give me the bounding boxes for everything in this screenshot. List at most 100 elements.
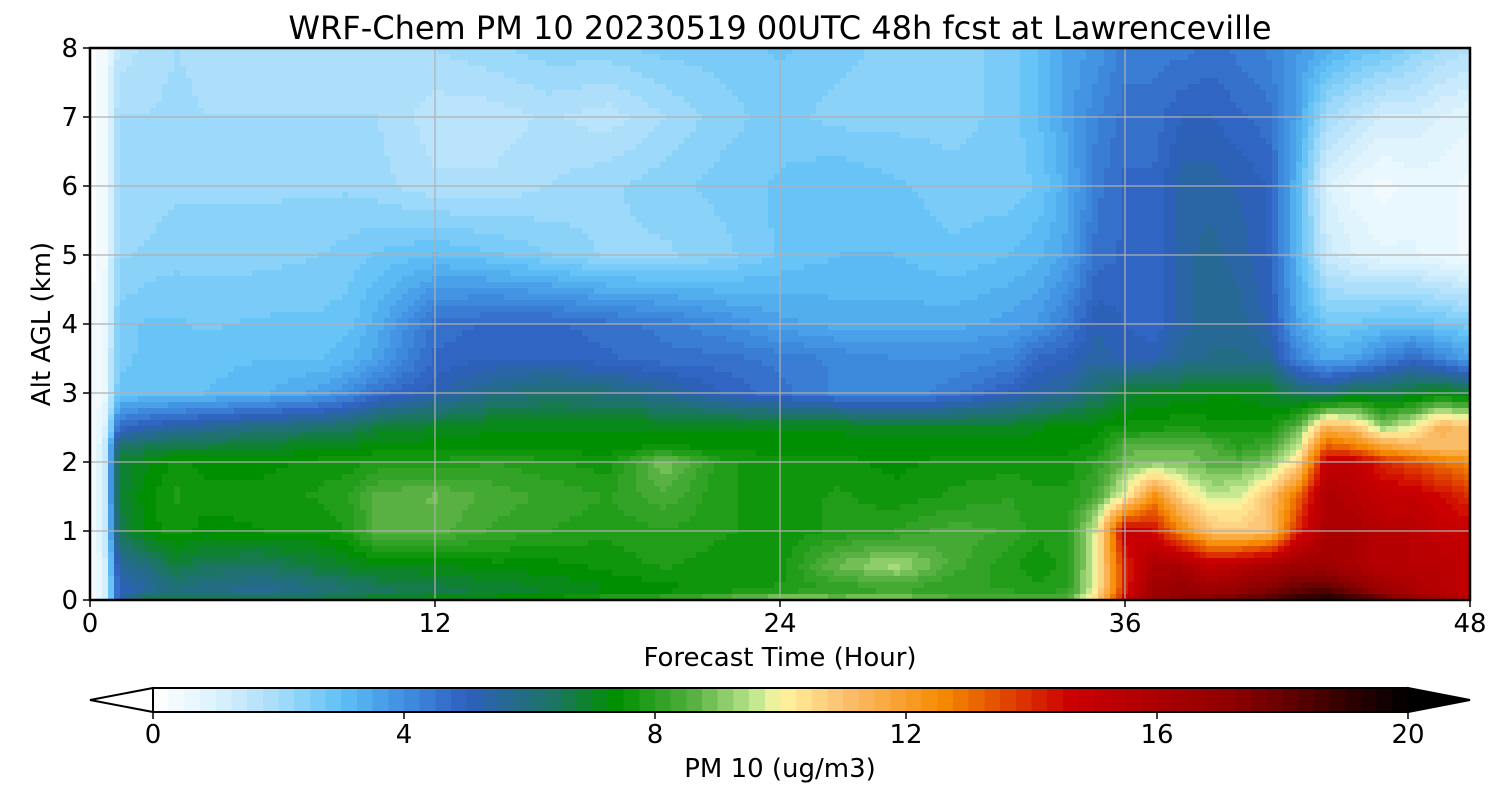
- heat-cell: [990, 96, 997, 103]
- heat-cell: [390, 66, 397, 73]
- heat-cell: [1008, 54, 1015, 61]
- heat-cell: [342, 96, 349, 103]
- heat-cell: [930, 60, 937, 67]
- heat-cell: [246, 54, 253, 61]
- heat-cell: [804, 90, 811, 97]
- heat-cell: [402, 72, 409, 79]
- heat-cell: [1032, 60, 1039, 67]
- heat-cell: [1368, 60, 1375, 67]
- heat-cell: [666, 54, 673, 61]
- heat-cell: [132, 96, 139, 103]
- heat-cell: [426, 66, 433, 73]
- heat-cell: [702, 54, 709, 61]
- heat-cell: [1386, 96, 1393, 103]
- heat-cell: [924, 72, 931, 79]
- heat-cell: [702, 78, 709, 85]
- heat-cell: [810, 84, 817, 91]
- heat-cell: [234, 66, 241, 73]
- heat-cell: [756, 84, 763, 91]
- heat-cell: [1398, 72, 1405, 79]
- heat-cell: [534, 78, 541, 85]
- heat-cell: [882, 90, 889, 97]
- heat-cell: [144, 90, 151, 97]
- heat-cell: [378, 90, 385, 97]
- heat-cell: [1242, 54, 1249, 61]
- heat-cell: [378, 54, 385, 61]
- heat-cell: [1416, 96, 1423, 103]
- heat-cell: [444, 60, 451, 67]
- heat-cell: [216, 96, 223, 103]
- heat-cell: [876, 78, 883, 85]
- heat-cell: [714, 66, 721, 73]
- heat-cell: [1284, 96, 1291, 103]
- heat-cell: [786, 90, 793, 97]
- heat-cell: [726, 78, 733, 85]
- heat-cell: [936, 78, 943, 85]
- heat-cell: [882, 78, 889, 85]
- heat-cell: [678, 60, 685, 67]
- heat-cell: [1428, 66, 1435, 73]
- heat-cell: [300, 90, 307, 97]
- heat-cell: [1254, 60, 1261, 67]
- heat-cell: [996, 66, 1003, 73]
- heat-cell: [942, 78, 949, 85]
- heat-cell: [510, 72, 517, 79]
- heat-cell: [396, 78, 403, 85]
- heat-cell: [1446, 84, 1453, 91]
- heat-cell: [996, 60, 1003, 67]
- heat-cell: [714, 78, 721, 85]
- heat-cell: [474, 72, 481, 79]
- heat-cell: [642, 78, 649, 85]
- heat-cell: [768, 78, 775, 85]
- heat-cell: [612, 78, 619, 85]
- heat-cell: [954, 72, 961, 79]
- heat-cell: [1026, 72, 1033, 79]
- heat-cell: [102, 102, 109, 109]
- heat-cell: [726, 84, 733, 91]
- heat-cell: [354, 96, 361, 103]
- heat-cell: [114, 78, 121, 85]
- heat-cell: [1302, 54, 1309, 61]
- heat-cell: [246, 102, 253, 109]
- heat-cell: [282, 60, 289, 67]
- heat-cell: [192, 90, 199, 97]
- heat-cell: [1350, 72, 1357, 79]
- heat-cell: [318, 96, 325, 103]
- heat-cell: [480, 54, 487, 61]
- heat-cell: [1248, 72, 1255, 79]
- heat-cell: [318, 84, 325, 91]
- heat-cell: [294, 66, 301, 73]
- heat-cell: [1080, 54, 1087, 61]
- heat-cell: [324, 60, 331, 67]
- heat-cell: [318, 60, 325, 67]
- heat-cell: [216, 102, 223, 109]
- heat-cell: [1140, 54, 1147, 61]
- heat-cell: [1320, 78, 1327, 85]
- heat-cell: [1170, 78, 1177, 85]
- heat-cell: [972, 54, 979, 61]
- heat-cell: [480, 96, 487, 103]
- heat-cell: [660, 90, 667, 97]
- heat-cell: [840, 72, 847, 79]
- heat-cell: [144, 72, 151, 79]
- heat-cell: [1146, 60, 1153, 67]
- heat-cell: [324, 84, 331, 91]
- heat-cell: [924, 60, 931, 67]
- heat-cell: [192, 54, 199, 61]
- heat-cell: [1272, 66, 1279, 73]
- heat-cell: [1056, 90, 1063, 97]
- heat-cell: [912, 60, 919, 67]
- heat-cell: [882, 66, 889, 73]
- heat-cell: [822, 54, 829, 61]
- heat-cell: [1392, 60, 1399, 67]
- heat-cell: [1134, 78, 1141, 85]
- heat-cell: [162, 96, 169, 103]
- heat-cell: [1224, 90, 1231, 97]
- heat-cell: [270, 66, 277, 73]
- heat-cell: [234, 96, 241, 103]
- heat-cell: [1062, 96, 1069, 103]
- heat-cell: [1092, 84, 1099, 91]
- heat-cell: [396, 84, 403, 91]
- heat-cell: [702, 90, 709, 97]
- heat-cell: [144, 102, 151, 109]
